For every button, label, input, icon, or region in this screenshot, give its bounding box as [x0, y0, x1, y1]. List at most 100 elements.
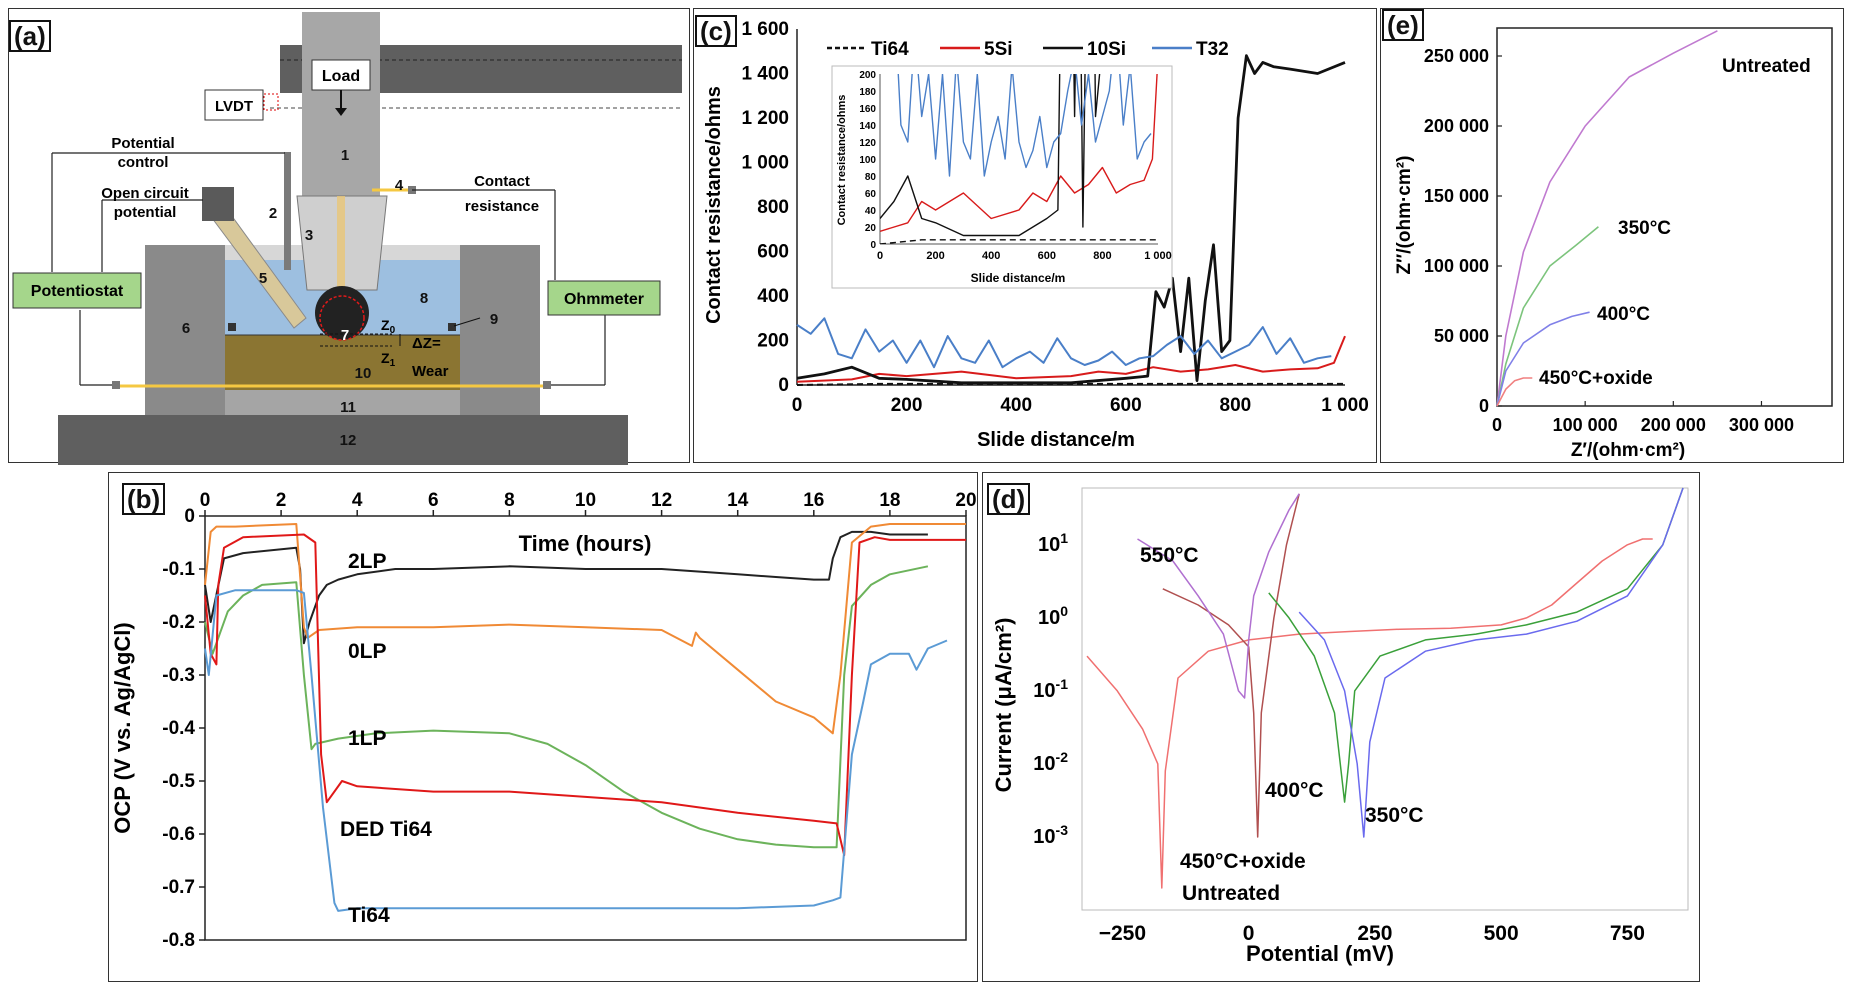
y-tick-label: -0.3	[162, 665, 195, 686]
z1-label: Z1	[381, 350, 396, 369]
panel-a-schematic: Load LVDT Potential control Open circuit p…	[12, 12, 682, 465]
x-tick-label: 250	[1357, 922, 1392, 945]
legend-label: T32	[1196, 39, 1229, 60]
x-axis-label: Potential (mV)	[1246, 941, 1394, 966]
x-axis-label: Slide distance/m	[977, 429, 1135, 451]
series-line	[1137, 493, 1300, 699]
x-tick-label: 200	[891, 395, 923, 416]
inset-y-tick-label: 200	[859, 70, 876, 81]
z0-label: Z0	[381, 317, 396, 336]
y-tick-label: -0.1	[162, 559, 195, 580]
x-tick-label: 10	[575, 490, 596, 511]
inset-y-tick-label: 100	[859, 155, 876, 166]
x-tick-label: 2	[276, 490, 287, 511]
inset-y-tick-label: 20	[865, 223, 877, 234]
y-tick-label: 150 000	[1424, 186, 1489, 206]
legend-label: 5Si	[984, 39, 1013, 60]
panel-e-label: (e)	[1382, 9, 1424, 41]
series-annotation: 350°C	[1365, 804, 1424, 827]
inset-series-line	[880, 239, 1158, 244]
potentiostat-box	[12, 272, 142, 309]
y-tick-label: 600	[757, 242, 789, 263]
inset-x-tick-label: 0	[877, 250, 883, 262]
inset-y-tick-label: 140	[859, 121, 876, 132]
component-number-11: 11	[340, 399, 356, 416]
inset-lines	[880, 74, 1158, 244]
y-tick-label: 200 000	[1424, 116, 1489, 136]
x-tick-label: 200 000	[1641, 415, 1706, 435]
x-tick-label: 800	[1220, 395, 1252, 416]
x-tick-label: 400	[1000, 395, 1032, 416]
plot-area	[1496, 27, 1833, 407]
y-tick-label: 200	[757, 331, 789, 352]
inset-y-tick-label: 0	[870, 240, 876, 251]
component-number-1: 1	[341, 147, 349, 164]
panel-a-label: (a)	[9, 20, 51, 52]
y-tick-label: -0.6	[162, 824, 195, 845]
series-annotation: 400°C	[1597, 304, 1650, 325]
x-tick-label: 0	[1243, 922, 1255, 945]
x-tick-label: 300 000	[1729, 415, 1794, 435]
component-number-5: 5	[259, 270, 267, 287]
component-number-9: 9	[490, 311, 498, 328]
inset-series-line	[897, 74, 1152, 177]
series-annotation: 1LP	[348, 727, 387, 750]
inset-x-tick-label: 200	[926, 250, 944, 262]
series-annotation: 550°C	[1140, 544, 1199, 567]
inset-series-line	[880, 74, 1158, 232]
x-tick-label: 20	[955, 490, 976, 511]
panel-d-label: (d)	[987, 483, 1031, 515]
x-tick-label: 0	[1492, 415, 1502, 435]
x-tick-label: 0	[200, 490, 211, 511]
inset-y-tick-label: 80	[865, 172, 877, 183]
base-plate	[58, 415, 628, 465]
y-tick-label: 100	[1038, 603, 1068, 629]
inset-y-tick-label: 40	[865, 206, 877, 217]
component-number-12: 12	[340, 432, 357, 449]
y-tick-label: 1 600	[741, 19, 789, 40]
x-tick-label: 12	[651, 490, 672, 511]
y-tick-label: 50 000	[1434, 326, 1489, 346]
series-line	[796, 382, 1345, 386]
y-tick-label: 0	[778, 375, 789, 396]
y-tick-label: -0.7	[162, 877, 195, 898]
y-tick-label: -0.8	[162, 930, 195, 951]
y-axis-label: Z″/(ohm·cm²)	[1394, 156, 1415, 275]
series-annotation: 2LP	[348, 550, 387, 573]
x-tick-label: 4	[352, 490, 363, 511]
y-axis-label: OCP (V vs. Ag/AgCl)	[110, 622, 135, 833]
plot-area	[1081, 487, 1689, 911]
x-tick-label: 16	[803, 490, 824, 511]
y-tick-label: 800	[757, 197, 789, 218]
load-box	[311, 59, 371, 91]
y-tick-label: 250 000	[1424, 46, 1489, 66]
lvdt-label: LVDT	[215, 98, 253, 115]
y-tick-label: 100 000	[1424, 256, 1489, 276]
x-axis-label: Z′/(ohm·cm²)	[1571, 440, 1685, 461]
panel-d-frame	[982, 472, 1700, 982]
series-annotation: Ti64	[348, 904, 390, 927]
legend-label: 10Si	[1087, 39, 1126, 60]
load-label: Load	[322, 68, 360, 85]
x-tick-label: 500	[1484, 922, 1519, 945]
inset-x-axis-label: Slide distance/m	[971, 271, 1066, 285]
wear-label: Wear	[412, 363, 449, 380]
inset-x-tick-label: 400	[982, 250, 1000, 262]
legend-label: Ti64	[871, 39, 909, 60]
series-line	[796, 317, 1332, 369]
series-annotation: 450°C+oxide	[1539, 368, 1653, 389]
series-annotation: 350°C	[1618, 218, 1671, 239]
panel-e-frame	[1380, 8, 1844, 463]
ball	[315, 286, 369, 340]
series-line	[204, 533, 966, 857]
series-annotation: DED Ti64	[340, 818, 432, 841]
x-tick-label: 600	[1110, 395, 1142, 416]
series-line	[204, 589, 948, 912]
y-tick-label: 1 200	[741, 108, 789, 129]
reference-electrode	[284, 152, 291, 270]
x-tick-label: 8	[504, 490, 515, 511]
series-line	[1298, 487, 1684, 838]
y-tick-label: 10-3	[1033, 822, 1068, 848]
panel-b-label: (b)	[122, 483, 166, 515]
